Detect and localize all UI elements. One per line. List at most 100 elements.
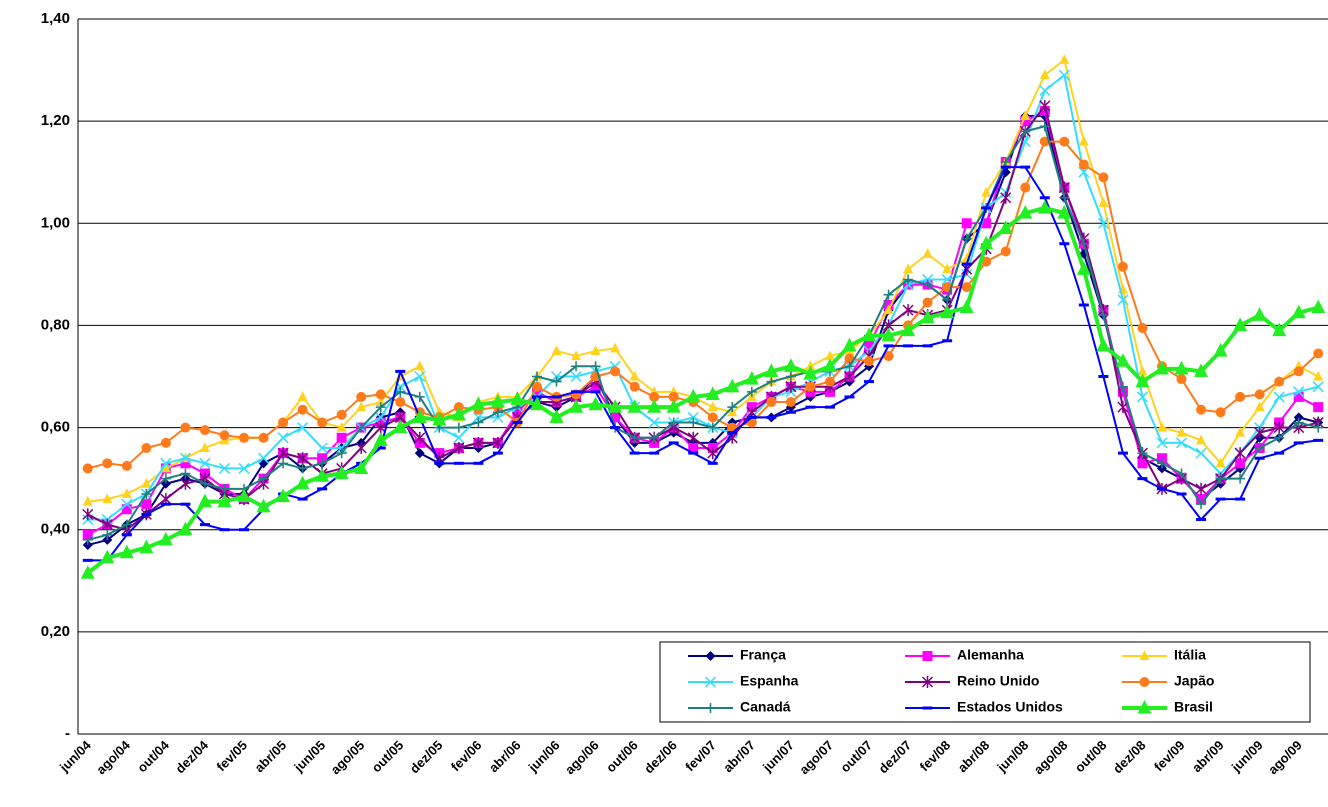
marker	[1235, 458, 1246, 469]
marker	[297, 497, 308, 501]
line	[86, 205, 1319, 575]
marker	[529, 396, 544, 411]
marker	[1293, 412, 1304, 423]
marker	[373, 432, 388, 446]
marker	[686, 388, 701, 403]
marker	[629, 370, 640, 381]
marker	[139, 539, 154, 554]
marker	[590, 345, 601, 355]
marker	[629, 381, 640, 392]
marker	[1235, 473, 1246, 484]
marker	[981, 218, 992, 229]
marker	[1196, 434, 1207, 445]
marker	[903, 274, 914, 285]
marker	[1137, 448, 1148, 459]
marker	[316, 442, 328, 454]
marker	[824, 405, 835, 409]
marker	[82, 495, 93, 506]
marker	[395, 386, 406, 397]
marker	[160, 437, 171, 448]
marker	[610, 412, 621, 423]
marker	[903, 263, 914, 274]
marker	[844, 361, 855, 372]
marker	[1215, 407, 1226, 418]
marker	[805, 381, 816, 392]
marker	[803, 365, 818, 380]
legend-label: Brasil	[1174, 699, 1213, 715]
marker	[82, 540, 93, 551]
marker	[688, 417, 699, 428]
marker	[82, 529, 93, 540]
marker	[1293, 386, 1305, 398]
x-tick-label: dez/06	[641, 738, 680, 777]
marker	[687, 431, 699, 444]
marker	[1136, 391, 1148, 403]
marker	[1215, 497, 1226, 501]
marker	[901, 322, 916, 337]
marker	[922, 248, 933, 258]
marker	[922, 279, 933, 290]
legend-label: Espanha	[740, 673, 799, 689]
marker	[746, 386, 757, 397]
marker	[666, 399, 681, 413]
marker	[647, 399, 662, 413]
marker	[959, 299, 974, 314]
marker	[1000, 157, 1011, 167]
marker	[451, 406, 466, 421]
marker	[783, 358, 798, 372]
marker	[82, 508, 94, 521]
marker	[942, 339, 953, 343]
marker	[512, 420, 523, 424]
x-tick-label: jun/09	[1228, 738, 1266, 776]
marker	[981, 256, 992, 267]
x-tick-label: abr/07	[720, 738, 758, 776]
marker	[395, 397, 406, 408]
marker	[317, 458, 328, 469]
marker	[1272, 322, 1287, 337]
marker	[1174, 360, 1189, 375]
marker	[961, 282, 972, 293]
marker	[1194, 363, 1209, 377]
marker	[1176, 374, 1187, 385]
x-tick-label: out/05	[369, 738, 407, 776]
marker	[217, 493, 232, 508]
marker	[764, 363, 779, 377]
marker	[258, 452, 270, 464]
marker	[414, 360, 425, 371]
marker	[180, 458, 191, 469]
marker	[121, 498, 133, 510]
marker	[1154, 360, 1169, 375]
marker	[1233, 317, 1248, 332]
marker	[705, 703, 716, 713]
marker	[277, 447, 289, 460]
marker	[336, 432, 347, 443]
marker	[805, 405, 816, 409]
marker	[1156, 453, 1167, 464]
y-tick-label: 0,80	[41, 316, 70, 333]
marker	[766, 376, 777, 387]
marker	[902, 304, 914, 317]
legend-label: Reino Unido	[957, 673, 1039, 689]
marker	[981, 186, 992, 197]
marker	[237, 488, 252, 503]
marker	[883, 304, 894, 315]
x-tick-label: dez/07	[875, 738, 914, 777]
y-tick-label: 1,40	[41, 10, 70, 27]
marker	[1137, 322, 1148, 333]
marker	[180, 422, 191, 433]
marker	[1020, 116, 1031, 127]
marker	[570, 370, 582, 383]
marker	[864, 356, 875, 367]
marker	[961, 262, 972, 266]
marker	[668, 441, 679, 445]
marker	[1273, 421, 1285, 434]
marker	[1137, 477, 1148, 481]
marker	[571, 361, 582, 372]
marker	[649, 432, 660, 443]
marker	[1098, 172, 1109, 183]
marker	[569, 399, 584, 413]
marker	[1215, 457, 1226, 468]
marker	[102, 529, 113, 540]
x-tick-label: abr/06	[486, 738, 524, 776]
marker	[705, 651, 716, 661]
